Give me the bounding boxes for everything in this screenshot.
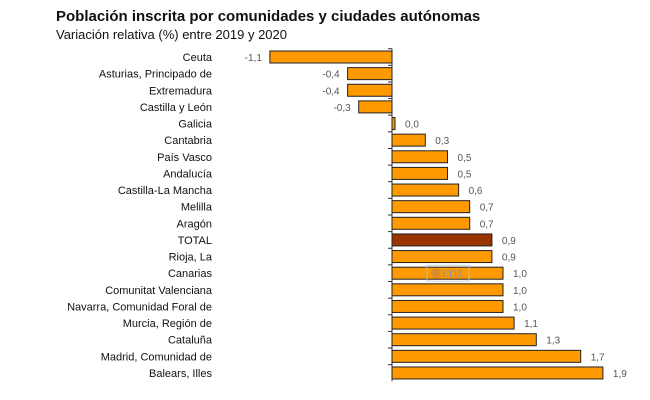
chart-title: Población inscrita por comunidades y ciu… xyxy=(56,8,481,25)
category-label: TOTAL xyxy=(178,235,212,247)
bar xyxy=(391,117,396,131)
bar xyxy=(391,150,448,164)
value-label: -0,3 xyxy=(333,103,351,114)
value-label: 1,0 xyxy=(513,302,527,313)
category-label: Canarias xyxy=(168,268,213,280)
bar xyxy=(391,250,493,264)
value-label: 0,5 xyxy=(458,153,472,164)
category-label: Aragón xyxy=(177,218,212,230)
value-label: 1,0 xyxy=(513,286,527,297)
bar xyxy=(391,266,504,280)
category-label: Ceuta xyxy=(183,52,213,64)
bar xyxy=(391,233,493,247)
category-label: Melilla xyxy=(181,202,213,214)
bar xyxy=(347,83,393,97)
value-label: -0,4 xyxy=(322,70,340,81)
watermark-box xyxy=(426,264,470,282)
category-label: Balears, Illes xyxy=(149,368,212,380)
bar xyxy=(391,216,471,230)
watermark-logo-icon xyxy=(431,268,441,279)
value-label: 0,9 xyxy=(502,236,516,247)
value-label: -1,1 xyxy=(245,53,263,64)
category-label: Murcia, Región de xyxy=(123,318,212,330)
category-label: Extremadura xyxy=(149,85,213,97)
chart-subtitle: Variación relativa (%) entre 2019 y 2020 xyxy=(56,27,287,42)
category-label: Rioja, La xyxy=(169,252,213,264)
value-label: 0,0 xyxy=(405,120,419,131)
bar xyxy=(347,67,393,81)
category-label: Asturias, Principado de xyxy=(99,69,212,81)
category-label: Andalucía xyxy=(163,168,213,180)
category-label: Galicia xyxy=(178,119,213,131)
value-label: 0,6 xyxy=(469,186,483,197)
bar xyxy=(391,299,504,313)
bar xyxy=(269,50,393,64)
value-label: 0,3 xyxy=(435,136,449,147)
bar xyxy=(391,283,504,297)
bar xyxy=(391,349,582,363)
value-label: 0,9 xyxy=(502,253,516,264)
category-label: Cataluña xyxy=(168,335,213,347)
bar xyxy=(391,316,515,330)
category-label: Madrid, Comunidad de xyxy=(101,351,212,363)
bar xyxy=(391,333,537,347)
value-label: 1,1 xyxy=(524,319,538,330)
category-label: Cantabria xyxy=(164,135,213,147)
category-label: Navarra, Comunidad Foral de xyxy=(67,301,212,313)
category-label: Castilla-La Mancha xyxy=(118,185,213,197)
value-label: 0,7 xyxy=(480,219,494,230)
value-label: 0,7 xyxy=(480,203,494,214)
bar xyxy=(391,183,460,197)
bar xyxy=(391,166,448,180)
value-label: -0,4 xyxy=(322,86,340,97)
bar xyxy=(391,366,604,380)
bar xyxy=(358,100,393,114)
value-label: 1,9 xyxy=(613,369,627,380)
category-label: Castilla y León xyxy=(140,102,212,114)
category-label: Comunitat Valenciana xyxy=(105,285,213,297)
watermark: EDZ xyxy=(442,268,464,280)
value-label: 1,3 xyxy=(546,336,560,347)
value-label: 1,0 xyxy=(513,269,527,280)
value-label: 1,7 xyxy=(591,352,605,363)
bar xyxy=(391,133,426,147)
value-label: 0,5 xyxy=(458,169,472,180)
category-label: País Vasco xyxy=(157,152,212,164)
bar xyxy=(391,200,471,214)
